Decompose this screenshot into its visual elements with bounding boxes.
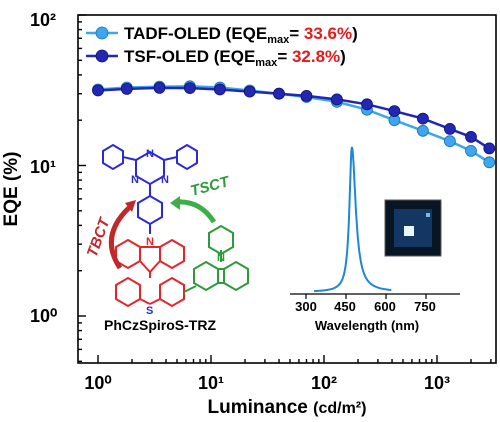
y-tick-labels: 10² 10¹ 10⁰ [30,10,57,326]
series-line-tsf-oled [97,86,490,150]
inset-tick-300: 300 [295,299,317,314]
x-tick-labels: 10⁰ 10¹ 10² 10³ [84,373,450,393]
x-tick-label-0: 10⁰ [84,373,111,393]
data-point-tsf-oled-0 [92,84,104,97]
device-pixel-small [426,213,430,217]
tbct-arrowhead [125,200,136,212]
legend-marker-tsf [95,49,109,63]
atom-n-3: N [161,174,169,186]
data-point-tsf-oled-13 [465,130,477,143]
data-point-tsf-oled-6 [273,87,285,100]
legend-entry-tadf: TADF-OLED (EQEmax= 33.6%) [86,24,358,46]
carbazole-unit [183,224,249,293]
legend-label-tsf: TSF-OLED (EQEmax= 32.8%) [124,47,346,69]
atom-s: S [146,305,153,317]
x-tick-label-2: 10² [311,373,337,393]
atom-n-1: N [146,148,154,160]
series-line-tadf-oled [97,85,490,164]
x-tick-label-3: 10³ [424,373,450,393]
axis-ticks [78,14,492,363]
data-point-tadf-oled-13 [465,144,477,157]
data-point-tsf-oled-4 [213,83,226,96]
inset-tick-450: 450 [334,299,356,314]
tsct-arrow [175,199,217,224]
data-point-tsf-oled-12 [443,122,456,135]
y-tick-label-0: 10⁰ [30,306,57,326]
inset-spectrum-curve [314,146,392,293]
tbct-arrow [109,203,134,270]
data-point-tsf-oled-11 [416,112,429,125]
data-point-tsf-oled-5 [243,85,256,98]
legend-entry-tsf: TSF-OLED (EQEmax= 32.8%) [86,47,346,69]
data-point-tadf-oled-11 [416,124,429,137]
legend-label-tadf: TADF-OLED (EQEmax= 33.6%) [124,24,358,46]
data-point-tsf-oled-3 [183,82,196,94]
x-tick-label-1: 10¹ [198,373,224,393]
inset-ticks [305,294,427,299]
inset-spectrum: 300 450 600 750 Wavelength (nm) [290,146,460,333]
inset-tick-750: 750 [414,299,436,314]
device-pixel [404,226,414,236]
tsct-arrowhead [170,196,180,210]
data-point-tsf-oled-9 [361,98,373,111]
molecule-name: PhCzSpiroS-TRZ [104,317,216,333]
series-layer [92,80,496,169]
y-tick-label-2: 10² [30,10,56,30]
legend-marker-tadf [95,26,109,40]
x-axis-title: Luminance (cd/m²) [208,397,367,418]
data-point-tsf-oled-10 [388,105,401,117]
data-point-tadf-oled-14 [483,156,496,169]
spiro-unit [115,238,185,308]
y-tick-label-1: 10¹ [30,157,56,177]
y-axis-title: EQE (%) [1,152,22,227]
data-point-tsf-oled-7 [300,90,313,102]
triazine-unit [102,143,198,234]
inset-tick-600: 600 [374,299,396,314]
legend: TADF-OLED (EQEmax= 33.6%) TSF-OLED (EQEm… [86,24,358,69]
atom-n-5: N [217,252,225,264]
data-point-tsf-oled-1 [120,83,133,95]
tsct-label: TSCT [189,173,233,200]
data-point-tsf-oled-14 [483,142,496,155]
atom-n-2: N [131,174,139,186]
atom-n-4: N [146,236,154,248]
data-point-tsf-oled-8 [330,93,343,106]
inset-x-title: Wavelength (nm) [315,318,419,333]
molecule-structure: N N N N S N [84,143,249,333]
data-point-tadf-oled-12 [443,135,456,148]
data-point-tsf-oled-2 [153,82,166,94]
